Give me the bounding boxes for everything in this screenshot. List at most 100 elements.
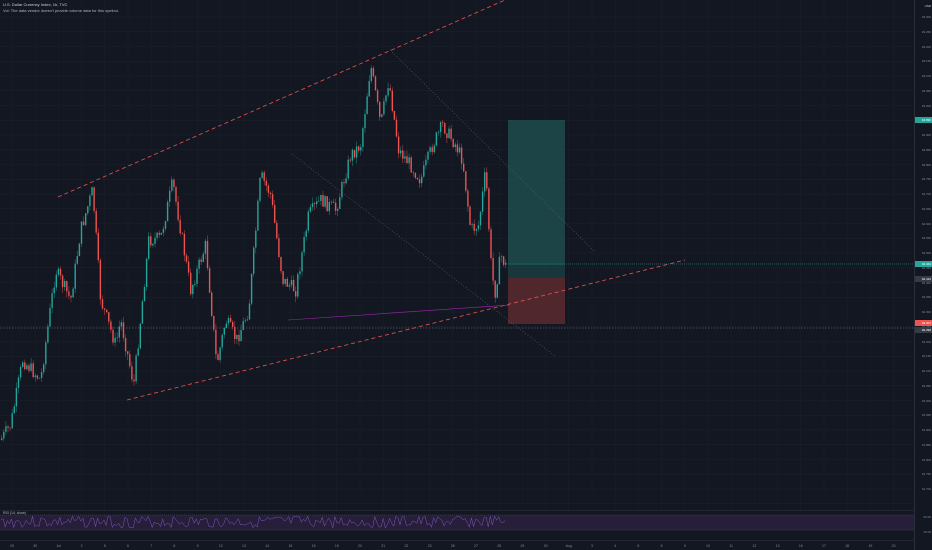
candle bbox=[460, 147, 463, 164]
candle bbox=[139, 323, 141, 349]
candle bbox=[437, 131, 440, 133]
candle bbox=[261, 172, 263, 178]
rsi-label[interactable]: RSI (14, close) bbox=[3, 511, 27, 515]
candle bbox=[24, 362, 26, 370]
candle bbox=[87, 206, 89, 214]
stop-zone bbox=[508, 278, 565, 324]
candle bbox=[463, 163, 465, 172]
price-chart[interactable] bbox=[0, 0, 914, 510]
time-tick: 13 bbox=[776, 544, 780, 548]
price-tick: 92.000 bbox=[921, 398, 931, 403]
candle bbox=[225, 323, 228, 328]
candle bbox=[177, 201, 179, 220]
candle bbox=[143, 287, 146, 302]
target-price-label: 92.896 bbox=[915, 117, 932, 123]
candle bbox=[276, 222, 278, 239]
time-tick: 20 bbox=[358, 544, 362, 548]
candle bbox=[490, 229, 492, 259]
support-line bbox=[287, 304, 511, 321]
candle bbox=[267, 185, 270, 193]
candle bbox=[127, 351, 129, 355]
candle bbox=[465, 171, 467, 191]
price-tick: 91.700 bbox=[921, 487, 931, 491]
candle bbox=[97, 232, 99, 261]
time-tick: 16 bbox=[312, 544, 316, 548]
candle bbox=[219, 347, 221, 361]
rsi-tick: 40.00 bbox=[923, 530, 931, 534]
candle bbox=[183, 233, 186, 256]
time-axis[interactable]: 29 30 Jul 2 5 6 7 8 9 12 13 14 15 16 19 20 21 22 23 26 27 28 2… bbox=[0, 540, 914, 550]
candle bbox=[234, 326, 236, 339]
candle bbox=[190, 272, 192, 295]
symbol-title[interactable]: U.S. Dollar Currency Index, 1h, TVC bbox=[3, 2, 68, 7]
time-tick: 27 bbox=[474, 544, 478, 548]
time-tick: 17 bbox=[822, 544, 826, 548]
candle bbox=[236, 334, 238, 339]
time-tick: 6 bbox=[127, 544, 129, 548]
candle bbox=[179, 219, 181, 234]
candle bbox=[410, 157, 412, 173]
candle bbox=[263, 172, 265, 181]
candle bbox=[389, 88, 391, 91]
rsi-band bbox=[0, 515, 914, 530]
candle bbox=[423, 165, 425, 177]
rsi-pane[interactable] bbox=[0, 510, 914, 540]
candle bbox=[345, 178, 347, 184]
candle bbox=[358, 146, 360, 151]
price-tick: 92.250 bbox=[922, 325, 931, 329]
candle bbox=[158, 232, 160, 235]
currency-label[interactable]: USD bbox=[924, 4, 931, 8]
channel-upper-line bbox=[57, 0, 506, 198]
price-tick: 93.050 bbox=[921, 88, 931, 93]
candle bbox=[299, 271, 301, 275]
candle bbox=[57, 268, 60, 275]
trend-line bbox=[291, 153, 556, 357]
candle bbox=[448, 128, 450, 139]
candle bbox=[257, 200, 259, 231]
candle bbox=[154, 237, 156, 244]
candle bbox=[400, 150, 402, 154]
price-tick: 92.750 bbox=[921, 177, 931, 182]
candle bbox=[141, 301, 144, 324]
time-tick: 20 bbox=[892, 544, 896, 548]
candle bbox=[488, 188, 490, 230]
candle bbox=[280, 257, 282, 272]
candle bbox=[204, 240, 207, 254]
candle bbox=[206, 240, 209, 269]
price-tick: 91.850 bbox=[921, 442, 931, 447]
price-axis[interactable]: USD 93.300 93.250 93.200 93.150 93.100 93.050 9… bbox=[914, 0, 932, 550]
target-zone bbox=[508, 120, 565, 265]
candle bbox=[106, 309, 108, 313]
candle bbox=[318, 200, 320, 202]
time-tick: 28 bbox=[497, 544, 501, 548]
candle bbox=[309, 207, 312, 212]
candle bbox=[498, 256, 501, 285]
candle bbox=[47, 326, 49, 343]
candle bbox=[505, 262, 507, 265]
price-tick: 92.150 bbox=[921, 354, 931, 359]
time-tick: 13 bbox=[242, 544, 246, 548]
candle bbox=[181, 233, 183, 234]
candle bbox=[479, 211, 482, 226]
candle bbox=[221, 334, 223, 348]
candle bbox=[286, 278, 288, 287]
candle bbox=[17, 377, 20, 388]
candle bbox=[26, 365, 28, 370]
time-tick: Aug bbox=[566, 544, 572, 548]
candle bbox=[364, 114, 366, 129]
current-price-sub-label: 92.410 bbox=[915, 276, 932, 282]
candle bbox=[250, 273, 253, 304]
candle bbox=[108, 312, 110, 322]
candle bbox=[255, 230, 257, 248]
entry-zone bbox=[508, 265, 565, 278]
volume-note: Vol: The data vendor doesn't provide vol… bbox=[3, 8, 119, 13]
candle bbox=[339, 197, 341, 209]
candle bbox=[337, 208, 339, 211]
price-tick: 92.400 bbox=[921, 280, 931, 285]
candle bbox=[376, 90, 379, 102]
time-tick: 10 bbox=[706, 544, 710, 548]
candle bbox=[59, 268, 62, 276]
candle bbox=[99, 260, 102, 300]
candle bbox=[442, 122, 444, 123]
candle bbox=[282, 271, 284, 284]
